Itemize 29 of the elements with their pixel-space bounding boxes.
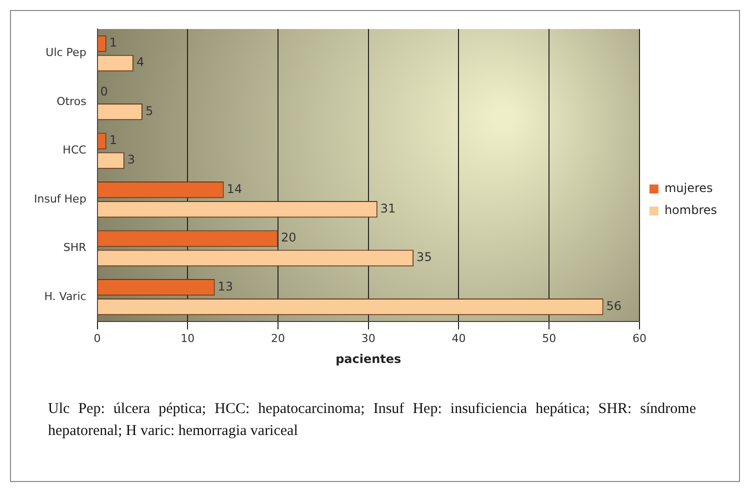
y-tick-label: Otros: [56, 94, 87, 108]
data-label: 5: [145, 104, 154, 118]
y-tick-label: Ulc Pep: [46, 46, 86, 60]
data-label: 13: [218, 279, 234, 294]
x-tick-label: 30: [361, 332, 376, 345]
x-axis-title: pacientes: [336, 352, 402, 366]
data-label: 1: [109, 133, 117, 148]
y-tick-label: HCC: [62, 144, 87, 157]
x-tick-label: 50: [542, 332, 556, 345]
data-label: 0: [100, 84, 108, 98]
legend-label: hombres: [664, 203, 718, 218]
data-label: 56: [606, 298, 622, 313]
x-tick-label: 0: [94, 332, 101, 345]
data-label: 35: [416, 250, 432, 264]
data-label: 4: [136, 55, 144, 70]
x-tick-label: 40: [452, 332, 466, 345]
y-tick-label: SHR: [63, 241, 87, 254]
x-tick-label: 60: [632, 332, 646, 345]
x-tick-label: 20: [271, 332, 286, 345]
data-label: 20: [281, 230, 296, 245]
y-tick-label: H. Varic: [44, 290, 86, 303]
data-label: 3: [127, 152, 136, 167]
data-label: 1: [109, 36, 117, 50]
y-tick-label: Insuf Hep: [34, 192, 86, 206]
x-tick-label: 10: [180, 332, 195, 345]
legend-label: mujeres: [664, 181, 713, 196]
data-label: 14: [226, 182, 242, 196]
text: Ulc Pep: úlcera péptica; HCC: hepatocarcinoma; Insuf Hep: insuficiencia hepática; SHR: síndrome hepatorenal; H varic: hemorragia variceal: [48, 400, 696, 441]
data-label: 31: [380, 201, 396, 216]
